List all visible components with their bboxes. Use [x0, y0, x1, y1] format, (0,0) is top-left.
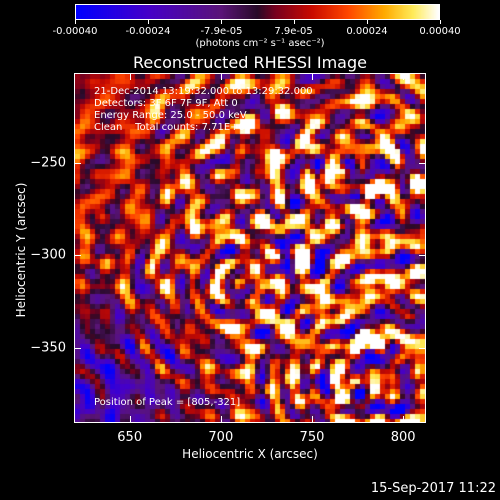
x-tick-label: 700: [208, 430, 234, 445]
colorbar-units: (photons cm⁻² s⁻¹ asec⁻²): [195, 38, 325, 49]
energy-range-label: Energy Range: 25.0 - 50.0 keV: [94, 110, 247, 121]
peak-position-label: Position of Peak = [805,-321]: [94, 397, 241, 408]
y-tick-label: −300: [30, 247, 66, 263]
y-tick-label: −250: [30, 155, 66, 171]
clean-counts-label: Clean Total counts: 7.71E+03: [94, 122, 252, 133]
x-tick-label: 800: [390, 430, 416, 445]
colorbar-tick-label: -0.00024: [125, 26, 171, 37]
x-tick-mark: [220, 74, 222, 80]
chart-title: Reconstructed RHESSI Image: [133, 53, 367, 72]
x-tick-label: 650: [117, 430, 143, 445]
x-tick-mark: [403, 416, 405, 422]
colorbar-tick-mark: [440, 20, 441, 24]
colorbar-tick-mark: [221, 20, 223, 24]
x-tick-mark: [220, 416, 222, 422]
colorbar-tick-mark: [75, 20, 76, 24]
y-tick-label: −350: [30, 340, 66, 356]
time-range-label: 21-Dec-2014 13:19:32.000 to 13:29:32.000: [94, 86, 313, 97]
y-tick-mark: [75, 162, 81, 164]
colorbar-tick-label: -7.9e-05: [200, 26, 243, 37]
x-axis-label: Heliocentric X (arcsec): [182, 447, 318, 461]
x-tick-mark: [311, 416, 313, 422]
y-tick-mark: [75, 255, 81, 257]
y-axis-label: Heliocentric Y (arcsec): [14, 182, 28, 318]
heatmap-image: [75, 74, 425, 422]
colorbar-tick-label: 0.00024: [346, 26, 388, 37]
colorbar: [75, 4, 440, 20]
y-tick-mark: [419, 347, 425, 349]
y-tick-mark: [419, 162, 425, 164]
plot-frame: [74, 73, 426, 423]
colorbar-tick-label: 7.9e-05: [274, 26, 313, 37]
y-tick-mark: [75, 347, 81, 349]
x-tick-mark: [311, 74, 313, 80]
x-tick-mark: [129, 74, 131, 80]
x-tick-mark: [129, 416, 131, 422]
colorbar-tick-mark: [367, 20, 368, 24]
x-tick-label: 750: [299, 430, 325, 445]
colorbar-tick-label: -0.00040: [52, 26, 98, 37]
detectors-label: Detectors: 3F 6F 7F 9F, Att 0: [94, 98, 238, 109]
colorbar-tick-label: 0.00040: [419, 26, 461, 37]
colorbar-tick-mark: [293, 20, 295, 24]
colorbar-tick-mark: [148, 20, 149, 24]
footer-timestamp: 15-Sep-2017 11:22: [370, 481, 496, 496]
x-tick-mark: [403, 74, 405, 80]
y-tick-mark: [419, 255, 425, 257]
